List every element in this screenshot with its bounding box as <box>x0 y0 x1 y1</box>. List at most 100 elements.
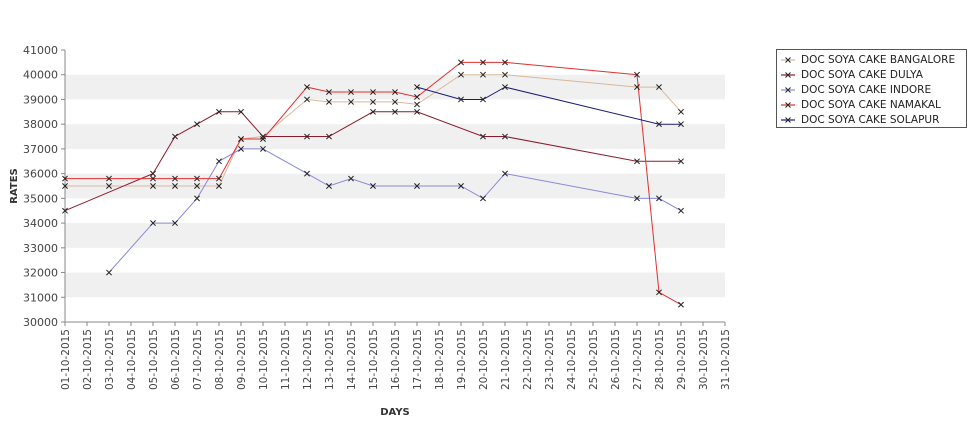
grid-band <box>65 74 725 100</box>
data-point <box>326 183 332 189</box>
data-point <box>678 121 684 128</box>
x-tick-label: 22-10-2015 <box>522 329 534 390</box>
data-point <box>502 59 508 66</box>
x-tick-label: 25-10-2015 <box>588 329 600 390</box>
data-point <box>238 136 244 142</box>
data-point <box>238 145 244 152</box>
x-tick-label: 24-10-2015 <box>566 329 578 390</box>
x-tick-label: 27-10-2015 <box>632 329 644 390</box>
data-point <box>62 207 68 214</box>
x-tick-label: 23-10-2015 <box>544 329 556 390</box>
x-tick-label: 06-10-2015 <box>170 329 182 390</box>
x-tick-label: 04-10-2015 <box>126 329 138 390</box>
data-point <box>634 71 640 78</box>
data-point <box>172 133 178 140</box>
grid-band <box>65 223 725 248</box>
data-point <box>480 133 486 140</box>
data-point <box>106 175 112 182</box>
data-point <box>502 71 508 78</box>
y-tick-label: 34000 <box>23 217 58 230</box>
y-tick-label: 30000 <box>23 316 58 329</box>
data-point <box>326 98 332 105</box>
data-point <box>458 59 464 66</box>
x-tick-label: 31-10-2015 <box>720 329 732 390</box>
x-tick-label: 05-10-2015 <box>148 329 160 390</box>
data-point <box>194 121 200 128</box>
x-tick-label: 02-10-2015 <box>82 329 94 390</box>
data-point <box>304 170 310 177</box>
y-tick-label: 31000 <box>23 291 58 304</box>
data-point <box>150 170 156 177</box>
x-tick-label: 19-10-2015 <box>456 329 468 390</box>
data-point <box>172 175 178 182</box>
y-tick-label: 36000 <box>23 168 58 181</box>
data-point <box>106 183 112 189</box>
data-point <box>326 89 332 95</box>
y-tick-label: 37000 <box>23 143 58 156</box>
y-tick-label: 39000 <box>23 93 58 106</box>
data-point <box>392 89 398 95</box>
x-tick-label: 16-10-2015 <box>390 329 402 390</box>
x-tick-label: 14-10-2015 <box>346 329 358 390</box>
x-tick-label: 11-10-2015 <box>280 329 292 390</box>
legend-label: DOC SOYA CAKE NAMAKAL <box>801 98 941 111</box>
data-point <box>62 175 68 182</box>
data-point <box>216 108 222 115</box>
data-point <box>656 121 662 128</box>
data-point <box>634 158 640 165</box>
data-point <box>678 301 684 308</box>
series-line <box>64 111 681 212</box>
data-point <box>656 289 662 296</box>
data-point <box>106 269 112 276</box>
data-point <box>370 183 376 189</box>
data-point <box>194 195 200 202</box>
data-point <box>414 183 420 189</box>
y-tick-label: 40000 <box>23 69 58 82</box>
y-tick-label: 41000 <box>23 44 58 57</box>
data-point <box>304 96 310 103</box>
series-line <box>65 74 682 187</box>
data-point <box>502 170 508 177</box>
legend-label: DOC SOYA CAKE SOLAPUR <box>801 113 940 126</box>
data-point <box>370 108 376 115</box>
x-tick-label: 17-10-2015 <box>412 329 424 390</box>
data-point <box>392 108 398 115</box>
legend-label: DOC SOYA CAKE BANGALORE <box>801 53 956 66</box>
x-tick-label: 29-10-2015 <box>676 329 688 390</box>
data-point <box>678 207 684 214</box>
series-markers <box>62 59 684 308</box>
x-tick-label: 30-10-2015 <box>698 329 710 390</box>
y-axis-ticks: 30000 31000 32000 33000 34000 35000 36000 37000… <box>23 44 65 329</box>
legend-item: DOC SOYA CAKE DULYA <box>781 67 966 82</box>
data-point <box>260 145 266 152</box>
data-point <box>634 195 640 202</box>
x-axis-label: DAYS <box>380 407 410 418</box>
data-point <box>216 175 222 182</box>
data-point <box>304 84 310 91</box>
data-point <box>150 175 156 182</box>
x-tick-label: 12-10-2015 <box>302 329 314 390</box>
data-point <box>502 133 508 140</box>
data-point <box>260 136 266 142</box>
data-point <box>194 175 200 182</box>
grid-band <box>65 272 725 298</box>
data-point <box>656 195 662 202</box>
x-tick-label: 08-10-2015 <box>214 329 226 390</box>
data-point <box>370 98 376 105</box>
data-point <box>304 133 310 140</box>
data-point <box>370 89 376 95</box>
data-point <box>458 71 464 78</box>
data-point <box>414 101 420 108</box>
data-point <box>62 183 68 189</box>
data-point <box>172 183 178 189</box>
data-point <box>260 133 266 140</box>
series-line <box>65 61 682 306</box>
legend-label: DOC SOYA CAKE DULYA <box>801 68 923 81</box>
grid-bands <box>65 74 725 298</box>
data-point <box>502 84 508 91</box>
data-point <box>348 89 354 95</box>
x-tick-label: 20-10-2015 <box>478 329 490 390</box>
data-point <box>150 220 156 227</box>
data-point <box>172 220 178 227</box>
